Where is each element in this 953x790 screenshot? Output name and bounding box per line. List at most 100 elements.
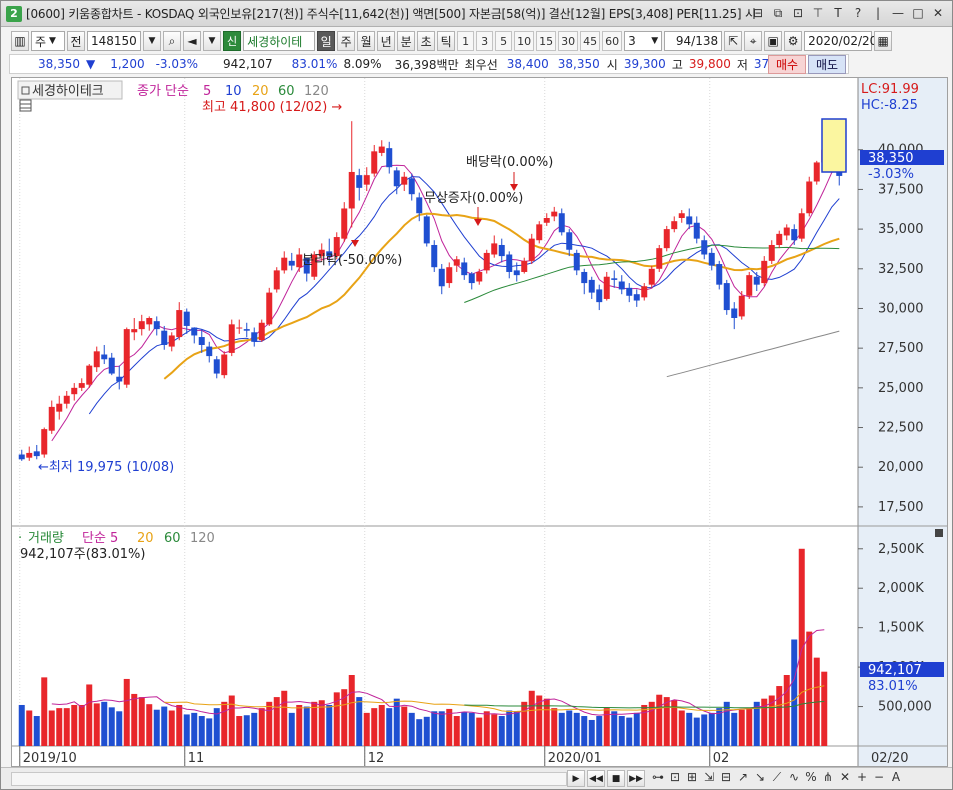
cross-icon[interactable]: ✕ — [839, 770, 851, 784]
price-tick-label: 20,000 — [878, 460, 924, 475]
layout-icon[interactable]: ⊟ — [752, 6, 764, 20]
price-tick-label: 27,500 — [878, 341, 924, 356]
expand-icon[interactable]: ⇲ — [703, 770, 715, 784]
save-icon[interactable]: ▣ — [764, 31, 783, 51]
buy-button[interactable]: 매수 — [768, 55, 806, 74]
stock-code-input[interactable]: 148150 — [87, 31, 141, 51]
interval-30-button[interactable]: 30 — [558, 31, 579, 51]
period-tick-button[interactable]: 틱 — [437, 31, 456, 51]
period-month-button[interactable]: 월 — [357, 31, 376, 51]
volume-bar — [123, 678, 130, 746]
candle-body — [446, 267, 453, 284]
ma-legend-5: 5 — [203, 84, 211, 99]
page-count-field[interactable]: 94/138 — [664, 31, 723, 51]
candle-body — [168, 335, 175, 347]
plus-icon[interactable]: + — [856, 770, 868, 784]
candle-body — [108, 357, 115, 374]
window-title: [0600] 키움종합차트 - KOSDAQ 외국인보유[217(천)] 주식수… — [26, 7, 756, 21]
candle-body — [483, 252, 490, 271]
candle-body — [213, 359, 220, 374]
volume-ma-legend-60: 60 — [164, 531, 181, 546]
volume-bar — [648, 701, 655, 746]
panel-collapse-icon[interactable] — [21, 86, 30, 95]
market-select[interactable]: 주 ▼ — [31, 31, 65, 51]
interval-5-button[interactable]: 5 — [495, 31, 513, 51]
period-day-button[interactable]: 일 — [317, 31, 336, 51]
candle-body — [491, 243, 498, 255]
zoom-slider-icon[interactable]: ⊶ — [652, 770, 664, 784]
candle-body — [611, 278, 618, 280]
price-tick-label: 17,500 — [878, 500, 924, 515]
multiplier-value: 3 — [628, 34, 636, 48]
selection-box[interactable] — [821, 118, 847, 173]
font-icon[interactable]: T — [834, 6, 842, 20]
candle-body — [356, 175, 363, 188]
horizontal-scrollbar[interactable] — [11, 772, 567, 786]
pin-icon[interactable]: ⊤ — [812, 6, 824, 20]
volume-bar — [708, 712, 715, 746]
interval-60-button[interactable]: 60 — [602, 31, 623, 51]
candle-body — [521, 260, 528, 272]
sound-icon[interactable]: ◄ — [183, 31, 201, 51]
period-week-button[interactable]: 주 — [337, 31, 356, 51]
volume-bar — [236, 716, 243, 746]
chart-svg[interactable]: 40,00037,50035,00032,50030,00027,50025,0… — [12, 78, 947, 766]
period-year-button[interactable]: 년 — [377, 31, 396, 51]
period-minute-button[interactable]: 분 — [397, 31, 416, 51]
rewind-icon[interactable]: ◀◀ — [587, 770, 605, 787]
maximize-icon[interactable]: □ — [912, 6, 924, 20]
table-icon[interactable] — [19, 99, 32, 112]
gear-icon[interactable]: ⚙ — [784, 31, 803, 51]
chart-type-icon[interactable]: ▥ — [11, 31, 29, 51]
trend-up-icon[interactable]: ↗ — [737, 770, 749, 784]
stop-icon[interactable]: ■ — [607, 770, 625, 787]
candle-body — [626, 287, 633, 296]
minimize-icon[interactable]: — — [892, 6, 904, 20]
candle-body — [251, 332, 258, 342]
scroll-right-icon[interactable]: ▶ — [567, 770, 585, 787]
link-icon[interactable]: ⊡ — [792, 6, 804, 20]
period-second-button[interactable]: 초 — [417, 31, 436, 51]
interval-45-button[interactable]: 45 — [580, 31, 601, 51]
menu-dropdown-icon[interactable]: ▼ — [203, 31, 221, 51]
interval-3-button[interactable]: 3 — [476, 31, 494, 51]
search-icon[interactable]: ⌕ — [163, 31, 181, 51]
sell-button[interactable]: 매도 — [808, 55, 846, 74]
grid-icon[interactable]: ⊞ — [686, 770, 698, 784]
chart-area[interactable]: 40,00037,50035,00032,50030,00027,50025,0… — [11, 77, 948, 767]
volume-bar — [821, 671, 828, 746]
close-icon[interactable]: ✕ — [932, 6, 944, 20]
code-dropdown-button[interactable]: ▼ — [143, 31, 161, 51]
interval-10-button[interactable]: 10 — [514, 31, 535, 51]
calendar-icon[interactable]: ▦ — [874, 31, 893, 51]
volume-bar — [63, 708, 70, 746]
fork-icon[interactable]: ⋔ — [822, 770, 834, 784]
line-icon[interactable]: ⟋ — [772, 770, 782, 784]
crosshair-icon[interactable]: ⌖ — [744, 31, 763, 51]
trend-down-icon[interactable]: ↘ — [754, 770, 766, 784]
date-input[interactable]: 2020/02/20 — [804, 31, 877, 51]
volume-bar — [101, 701, 108, 746]
forward-icon[interactable]: ▶▶ — [627, 770, 645, 787]
text-tool-icon[interactable]: A — [891, 770, 901, 784]
volume-bar — [641, 704, 648, 746]
multiplier-select[interactable]: 3 ▼ — [624, 31, 663, 51]
volume-panel-close-icon[interactable] — [935, 529, 943, 537]
minus-zoom-icon[interactable]: ⊟ — [720, 770, 732, 784]
interval-1-button[interactable]: 1 — [457, 31, 475, 51]
current-price-tag — [860, 150, 944, 165]
zoom-icon[interactable]: ⇱ — [724, 31, 743, 51]
interval-15-button[interactable]: 15 — [536, 31, 557, 51]
wave-icon[interactable]: ∿ — [788, 770, 800, 784]
percent-icon[interactable]: % — [805, 770, 817, 784]
candle-body — [723, 283, 730, 311]
candle-body — [63, 395, 70, 404]
volume-pct: 83.01% — [291, 57, 338, 71]
prev-button[interactable]: 전 — [67, 31, 85, 51]
minus-icon[interactable]: − — [873, 770, 885, 784]
separator-icon: | — [875, 6, 881, 20]
stock-name-field[interactable]: 세경하이테 — [243, 31, 316, 51]
copy-window-icon[interactable]: ⧉ — [773, 5, 783, 20]
fit-icon[interactable]: ⊡ — [669, 770, 681, 784]
help-icon[interactable]: ? — [854, 6, 862, 20]
